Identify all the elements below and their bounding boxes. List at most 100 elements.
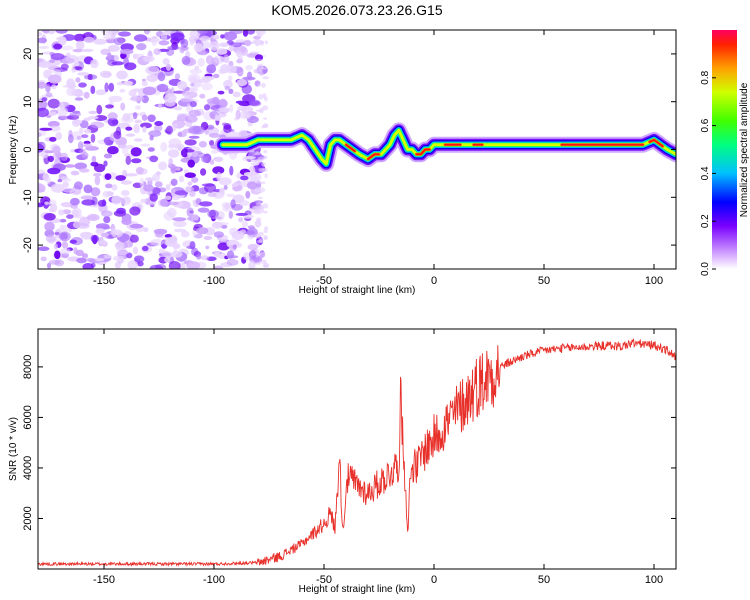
noise-speckle	[127, 260, 138, 269]
noise-speckle	[158, 199, 169, 207]
noise-speckle	[93, 172, 102, 177]
noise-speckle	[103, 153, 113, 159]
noise-speckle	[121, 190, 130, 196]
noise-speckle	[170, 164, 177, 174]
noise-speckle	[61, 57, 75, 64]
noise-speckle	[212, 166, 225, 175]
noise-speckle	[229, 104, 234, 113]
noise-speckle	[165, 125, 173, 135]
colorbar: 0.0 0.2 0.4 0.6 0.8 Normalized spectral ampl…	[700, 30, 750, 276]
noise-speckle	[253, 243, 260, 248]
noise-speckle	[231, 230, 245, 240]
noise-speckle	[200, 168, 207, 176]
noise-speckle	[264, 96, 268, 102]
noise-speckle	[120, 180, 133, 185]
noise-speckle	[209, 41, 220, 51]
noise-speckle	[136, 43, 147, 51]
noise-speckle	[75, 40, 85, 50]
noise-speckle	[132, 53, 144, 57]
noise-speckle	[246, 181, 258, 190]
noise-speckle	[116, 207, 126, 215]
noise-speckle	[189, 241, 196, 250]
noise-speckle	[149, 135, 154, 141]
noise-speckle	[212, 35, 220, 40]
spectrogram-y-tick-label: -20	[22, 237, 34, 253]
noise-speckle	[132, 112, 138, 120]
noise-speckle	[140, 143, 151, 147]
noise-speckle	[200, 255, 210, 261]
noise-speckle	[162, 58, 170, 65]
noise-speckle	[260, 66, 264, 70]
noise-speckle	[257, 156, 265, 161]
noise-speckle	[62, 241, 69, 249]
noise-speckle	[219, 42, 229, 48]
noise-speckle	[245, 190, 251, 199]
noise-speckle	[66, 214, 74, 219]
noise-speckle	[123, 80, 134, 86]
noise-speckle	[39, 101, 48, 108]
noise-speckle	[222, 205, 232, 212]
noise-speckle	[73, 247, 78, 255]
noise-speckle	[58, 209, 65, 216]
noise-speckle	[71, 209, 80, 217]
noise-speckle	[256, 217, 262, 222]
noise-speckle	[183, 94, 191, 99]
noise-speckle	[129, 206, 141, 216]
snr-panel: -150 -100 -50 0 50 100 2000 4000 6000 8000 Heigh…	[8, 328, 677, 595]
noise-speckle	[97, 199, 107, 207]
noise-speckle	[197, 30, 209, 34]
noise-speckle	[80, 195, 95, 200]
noise-speckle	[133, 123, 140, 134]
noise-speckle	[151, 38, 158, 47]
noise-speckle	[236, 59, 244, 64]
noise-speckle	[47, 167, 61, 175]
noise-speckle	[201, 76, 215, 81]
noise-speckle	[154, 121, 164, 126]
noise-speckle	[254, 235, 261, 239]
noise-speckle	[134, 119, 142, 124]
noise-speckle	[141, 80, 148, 87]
noise-speckle	[74, 61, 80, 67]
noise-speckle	[79, 148, 87, 155]
noise-speckle	[95, 228, 105, 234]
noise-speckle	[223, 185, 228, 190]
noise-speckle	[87, 115, 99, 120]
noise-speckle	[262, 105, 269, 111]
noise-speckle	[79, 127, 84, 134]
noise-speckle	[49, 125, 61, 132]
spectrogram-x-tick-label: -100	[203, 275, 225, 287]
noise-speckle	[142, 245, 149, 252]
spectrogram-x-tick-label: 0	[431, 275, 437, 287]
spectrogram-y-tick-label: -10	[22, 189, 34, 205]
noise-speckle	[123, 240, 133, 248]
noise-speckle	[81, 134, 89, 139]
noise-speckle	[129, 223, 144, 229]
noise-speckle	[113, 130, 122, 140]
noise-speckle	[213, 55, 225, 64]
noise-speckle	[113, 37, 125, 46]
noise-speckle	[108, 44, 120, 52]
noise-speckle	[172, 123, 178, 128]
noise-speckle	[74, 97, 84, 101]
noise-speckle	[209, 140, 215, 146]
noise-speckle	[68, 134, 74, 144]
noise-speckle	[241, 220, 248, 228]
noise-speckle	[43, 213, 56, 221]
noise-speckle	[133, 138, 143, 142]
noise-speckle	[243, 111, 252, 120]
noise-speckle	[160, 142, 168, 152]
noise-speckle	[170, 188, 176, 197]
noise-speckle	[206, 64, 217, 74]
noise-speckle	[125, 133, 136, 137]
noise-speckle	[126, 252, 133, 259]
noise-speckle	[83, 144, 93, 148]
noise-speckle	[111, 184, 118, 191]
noise-speckle	[125, 126, 133, 131]
noise-speckle	[255, 252, 262, 256]
noise-speckle	[147, 147, 155, 152]
noise-speckle	[107, 52, 112, 58]
noise-speckle	[81, 199, 96, 206]
noise-speckle	[129, 234, 139, 243]
noise-speckle	[160, 32, 168, 42]
noise-speckle	[177, 131, 187, 138]
